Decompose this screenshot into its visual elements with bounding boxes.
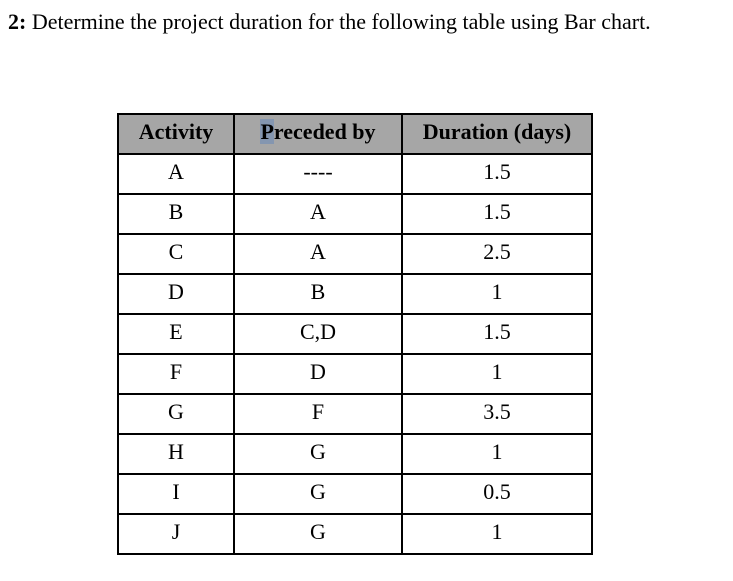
table-header-row: Activity Preceded by Duration (days): [117, 113, 593, 155]
activity-cell: G: [117, 393, 235, 435]
activity-cell: C: [117, 233, 235, 275]
table-row: G F 3.5: [117, 393, 593, 435]
table-row: F D 1: [117, 353, 593, 395]
table-row: C A 2.5: [117, 233, 593, 275]
table-row: D B 1: [117, 273, 593, 315]
activity-cell: H: [117, 433, 235, 475]
activity-cell: F: [117, 353, 235, 395]
table-row: E C,D 1.5: [117, 313, 593, 355]
preceded-cell: G: [233, 473, 403, 515]
table-row: I G 0.5: [117, 473, 593, 515]
preceded-cell: A: [233, 193, 403, 235]
preceded-cell: D: [233, 353, 403, 395]
duration-cell: 1.5: [401, 153, 593, 195]
preceded-cell: ----: [233, 153, 403, 195]
table-row: A ---- 1.5: [117, 153, 593, 195]
table-row: B A 1.5: [117, 193, 593, 235]
duration-cell: 1: [401, 433, 593, 475]
question-heading: 2: Determine the project duration for th…: [8, 8, 651, 36]
preceded-cell: B: [233, 273, 403, 315]
preceded-cell: C,D: [233, 313, 403, 355]
duration-cell: 1.5: [401, 193, 593, 235]
header-preceded-by-rest: receded by: [273, 119, 376, 144]
duration-cell: 0.5: [401, 473, 593, 515]
question-number: 2:: [8, 9, 27, 34]
duration-cell: 1: [401, 273, 593, 315]
header-duration: Duration (days): [401, 113, 593, 155]
activity-cell: I: [117, 473, 235, 515]
activity-cell: D: [117, 273, 235, 315]
header-preceded-by: Preceded by: [233, 113, 403, 155]
preceded-cell: G: [233, 513, 403, 555]
activity-cell: E: [117, 313, 235, 355]
duration-cell: 1.5: [401, 313, 593, 355]
duration-cell: 3.5: [401, 393, 593, 435]
table-row: J G 1: [117, 513, 593, 555]
question-text: Determine the project duration for the f…: [26, 9, 651, 34]
activity-cell: B: [117, 193, 235, 235]
activity-cell: J: [117, 513, 235, 555]
duration-cell: 2.5: [401, 233, 593, 275]
table-row: H G 1: [117, 433, 593, 475]
duration-cell: 1: [401, 513, 593, 555]
preceded-cell: F: [233, 393, 403, 435]
preceded-cell: G: [233, 433, 403, 475]
header-activity: Activity: [117, 113, 235, 155]
activity-table: Activity Preceded by Duration (days) A -…: [117, 113, 593, 555]
preceded-cell: A: [233, 233, 403, 275]
highlighted-letter: P: [260, 119, 274, 144]
activity-cell: A: [117, 153, 235, 195]
duration-cell: 1: [401, 353, 593, 395]
